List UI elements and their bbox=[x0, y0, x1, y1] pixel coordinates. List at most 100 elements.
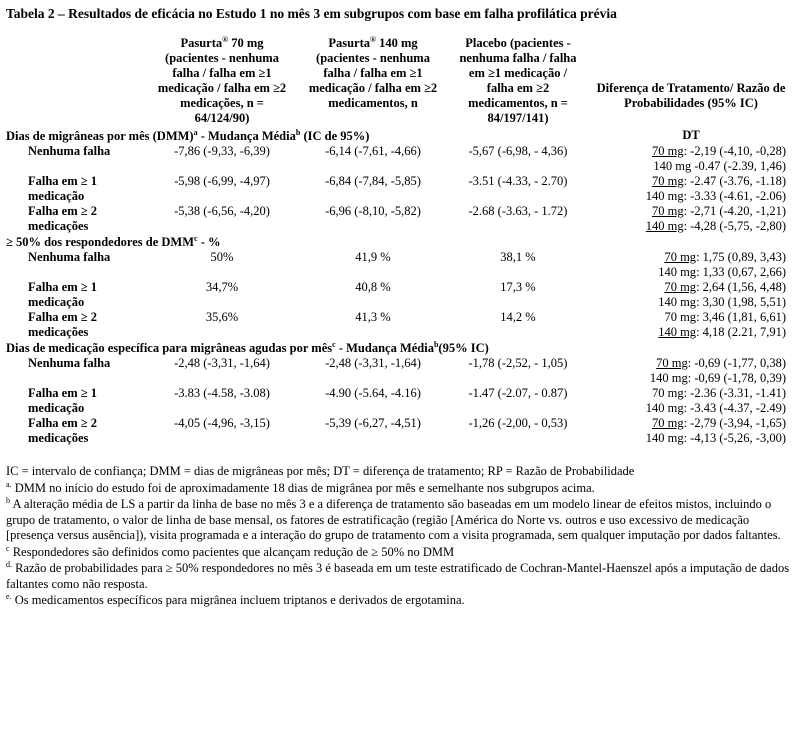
cell-value: -2,48 (-3,31, -1,64) bbox=[174, 356, 270, 370]
cell-diff: 70 mg: -2.47 (-3.76, -1.18) 140 mg: -3.33… bbox=[588, 174, 794, 204]
dose: 140 mg bbox=[658, 295, 697, 309]
diff-value: : 1,33 (0,67, 2,66) bbox=[696, 265, 786, 279]
cell-value: 38,1 % bbox=[500, 250, 536, 264]
diff-value: : -3.43 (-4.37, -2.49) bbox=[683, 401, 786, 415]
row-label: Falha em ≥ 1 medicação bbox=[28, 280, 98, 309]
diff-line: 70 mg: 3,46 (1,81, 6,61) bbox=[588, 310, 786, 325]
diff-line: 140 mg: -3.43 (-4.37, -2.49) bbox=[588, 401, 786, 416]
diff-line: 70 mg: 2,64 (1,56, 4,48) bbox=[588, 280, 786, 295]
text: ≥ 50% dos respondedores de DMM bbox=[6, 235, 195, 249]
dose: 70 mg bbox=[664, 280, 697, 294]
document: Tabela 2 – Resultados de eficácia no Est… bbox=[6, 6, 794, 609]
diff-value: : -0,69 (-1,77, 0,38) bbox=[687, 356, 786, 370]
section-heading: Dias de medicação específica para migrân… bbox=[6, 340, 588, 356]
row-label: Nenhuma falha bbox=[28, 356, 111, 370]
dose: 140 mg bbox=[658, 265, 697, 279]
cell-value: 41,3 % bbox=[355, 310, 391, 324]
cell-diff: 70 mg: 3,46 (1,81, 6,61) 140 mg: 4,18 (2.… bbox=[588, 310, 794, 340]
superscript: b bbox=[433, 339, 439, 349]
data-row: Nenhuma falha -2,48 (-3,31, -1,64) -2,48 (… bbox=[6, 356, 794, 386]
section-row: Dias de migrâneas por mês (DMM)a - Mudan… bbox=[6, 128, 794, 144]
footnote-marker: c bbox=[6, 543, 10, 553]
diff-line: 140 mg: -4,13 (-5,26, -3,00) bbox=[588, 431, 786, 446]
text: Placebo (pacientes - nenhuma falha / fal… bbox=[459, 36, 577, 125]
diff-value: : -2,71 (-4.20, -1,21) bbox=[683, 204, 786, 218]
results-table: Pasurta® 70 mg (pacientes - nenhuma falh… bbox=[6, 34, 794, 446]
cell-diff: 70 mg: 2,64 (1,56, 4,48) 140 mg: 3,30 (1,… bbox=[588, 280, 794, 310]
text: Diferença de Tratamento/ Razão de Probab… bbox=[596, 81, 786, 110]
cell-value: 34,7% bbox=[205, 280, 239, 294]
cell-value: 41,9 % bbox=[355, 250, 391, 264]
column-header: Placebo (pacientes - nenhuma falha / fal… bbox=[448, 36, 588, 128]
cell-diff: 70 mg: 1,75 (0,89, 3,43) 140 mg: 1,33 (0,… bbox=[588, 250, 794, 280]
dose: 140 mg bbox=[645, 431, 684, 445]
text: Dias de migrâneas por mês (DMM) bbox=[6, 129, 194, 143]
diff-value: : -3.33 (-4.61, -2.06) bbox=[683, 189, 786, 203]
footnote-text: Os medicamentos específicos para migrâne… bbox=[14, 593, 465, 607]
diff-line: 70 mg: -0,69 (-1,77, 0,38) bbox=[588, 356, 786, 371]
superscript: ® bbox=[370, 34, 376, 44]
footnote-text: Razão de probabilidades para ≥ 50% respo… bbox=[6, 561, 790, 591]
diff-line: 70 mg: -2,79 (-3,94, -1,65) bbox=[588, 416, 786, 431]
cell-value: -5,38 (-6,56, -4,20) bbox=[174, 204, 270, 218]
row-label: Falha em ≥ 1 medicação bbox=[28, 386, 98, 415]
footnote: b A alteração média de LS a partir da li… bbox=[6, 496, 794, 544]
section-row: ≥ 50% dos respondedores de DMMc - % bbox=[6, 234, 794, 250]
row-label: Falha em ≥ 1 medicação bbox=[28, 174, 98, 203]
diff-line: 140 mg: 4,18 (2.21, 7,91) bbox=[588, 325, 786, 340]
dose: 140 mg bbox=[658, 325, 697, 339]
cell-value: -3.51 (-4.33, - 2.70) bbox=[468, 174, 568, 188]
cell-value: -6,14 (-7,61, -4,66) bbox=[325, 144, 421, 158]
row-label: Nenhuma falha bbox=[28, 144, 111, 158]
data-row: Falha em ≥ 2 medicações 35,6% 41,3 % 14,2 %… bbox=[6, 310, 794, 340]
footnotes: IC = intervalo de confiança; DMM = dias … bbox=[6, 464, 794, 609]
text: Pasurta bbox=[180, 36, 223, 50]
text: (IC de 95%) bbox=[300, 129, 370, 143]
footnote: a. DMM no início do estudo foi de aproxi… bbox=[6, 479, 794, 497]
section-diff-heading: DT bbox=[588, 128, 794, 144]
cell-value: -5,98 (-6,99, -4,97) bbox=[174, 174, 270, 188]
cell-value: 14,2 % bbox=[500, 310, 536, 324]
cell-value: 40,8 % bbox=[355, 280, 391, 294]
cell-value: -6,96 (-8,10, -5,82) bbox=[325, 204, 421, 218]
dose: 140 mg bbox=[645, 219, 684, 233]
superscript: a bbox=[193, 127, 198, 137]
footnote-marker: d. bbox=[6, 559, 12, 569]
cell-value: -4,05 (-4,96, -3,15) bbox=[174, 416, 270, 430]
cell-diff: 70 mg: -2,71 (-4.20, -1,21) 140 mg: -4,28… bbox=[588, 204, 794, 234]
section-heading: Dias de migrâneas por mês (DMM)a - Mudan… bbox=[6, 128, 588, 144]
text: - Mudança Média bbox=[197, 129, 296, 143]
diff-value: -0.47 (-2.39, 1,46) bbox=[691, 159, 786, 173]
footnote: e. Os medicamentos específicos para migr… bbox=[6, 592, 794, 609]
diff-value: : -2.47 (-3.76, -1.18) bbox=[683, 174, 786, 188]
dose: 70 mg bbox=[651, 144, 684, 158]
dose: 70 mg bbox=[651, 416, 684, 430]
cell-value: -6,84 (-7,84, -5,85) bbox=[325, 174, 421, 188]
diff-line: 70 mg: -2,71 (-4.20, -1,21) bbox=[588, 204, 786, 219]
text: 140 mg (pacientes - nenhuma falha / falh… bbox=[308, 36, 438, 110]
footnote-marker: a. bbox=[6, 479, 12, 489]
diff-value: : -4,28 (-5,75, -2,80) bbox=[683, 219, 786, 233]
diff-value: : -0,69 (-1,78, 0,39) bbox=[687, 371, 786, 385]
text: 70 mg (pacientes - nenhuma falha / falha… bbox=[157, 36, 287, 125]
cell-value: -2.68 (-3.63, - 1.72) bbox=[468, 204, 568, 218]
column-header: Diferença de Tratamento/ Razão de Probab… bbox=[588, 36, 794, 128]
text: - Mudança Média bbox=[335, 341, 434, 355]
diff-value: : 4,18 (2.21, 7,91) bbox=[696, 325, 786, 339]
cell-value: -1,26 (-2,00, - 0,53) bbox=[468, 416, 568, 430]
dose: 140 mg bbox=[645, 189, 684, 203]
dose: 70 mg bbox=[664, 310, 697, 324]
dose: 70 mg bbox=[651, 386, 684, 400]
footnote-text: A alteração média de LS a partir da linh… bbox=[6, 497, 781, 542]
column-header: Pasurta® 70 mg (pacientes - nenhuma falh… bbox=[146, 34, 298, 128]
diff-line: 140 mg: 3,30 (1,98, 5,51) bbox=[588, 295, 786, 310]
text: - % bbox=[197, 235, 221, 249]
footnote: c Respondedores são definidos como pacie… bbox=[6, 543, 794, 561]
cell-diff: 70 mg: -0,69 (-1,77, 0,38) 140 mg: -0,69 … bbox=[588, 356, 794, 386]
cell-value: -3.83 (-4.58, -3.08) bbox=[174, 386, 270, 400]
superscript: ® bbox=[222, 34, 229, 44]
dose: 70 mg bbox=[656, 356, 688, 370]
dose: 140 mg bbox=[649, 371, 688, 385]
dose: 70 mg bbox=[651, 204, 684, 218]
diff-line: 140 mg -0.47 (-2.39, 1,46) bbox=[588, 159, 786, 174]
